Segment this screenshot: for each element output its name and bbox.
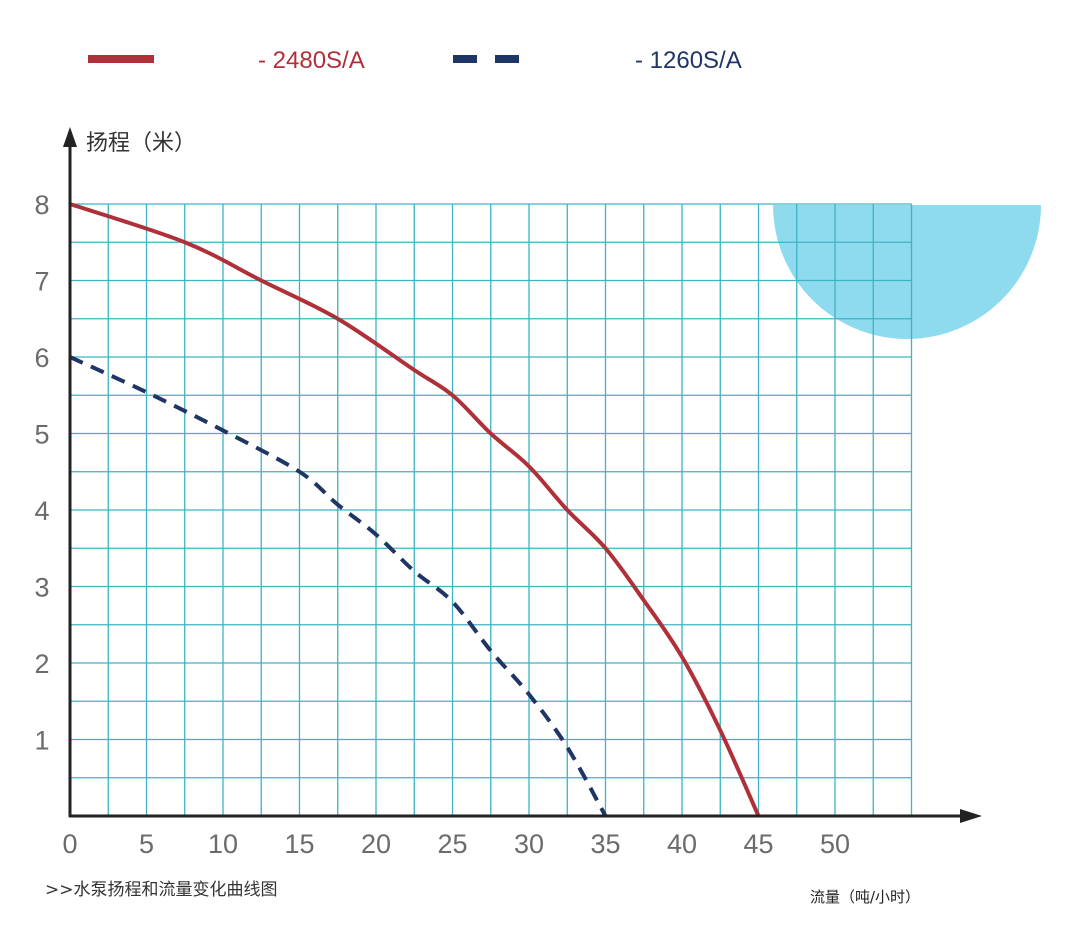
x-tick-label: 0 bbox=[62, 829, 77, 859]
y-tick-label: 1 bbox=[34, 726, 49, 756]
series-line-0 bbox=[69, 202, 761, 817]
y-tick-label: 7 bbox=[34, 267, 49, 297]
y-axis-label: 扬程（米） bbox=[86, 131, 196, 156]
legend: - 2480S/A - 1260S/A bbox=[88, 47, 742, 74]
x-tick-label: 5 bbox=[139, 829, 154, 859]
legend-label: - 1260S/A bbox=[635, 47, 742, 74]
x-tick-label: 35 bbox=[590, 829, 620, 859]
x-axis-label: 流量（吨/小时） bbox=[810, 888, 920, 906]
circle-mask bbox=[770, 60, 1070, 205]
y-tick-label: 3 bbox=[34, 573, 49, 603]
x-tick-label: 50 bbox=[820, 829, 850, 859]
y-tick-label: 5 bbox=[34, 420, 49, 450]
y-tick-label: 2 bbox=[34, 649, 49, 679]
series-group bbox=[69, 202, 761, 817]
y-tick-labels: 1 2 3 4 5 6 7 8 bbox=[34, 190, 49, 756]
x-tick-label: 40 bbox=[667, 829, 697, 859]
y-tick-label: 6 bbox=[34, 343, 49, 373]
x-tick-label: 30 bbox=[514, 829, 544, 859]
x-tick-label: 25 bbox=[437, 829, 467, 859]
y-tick-label: 8 bbox=[34, 190, 49, 220]
x-axis-arrow-icon bbox=[960, 809, 982, 823]
x-tick-label: 20 bbox=[361, 829, 391, 859]
series-line-1 bbox=[69, 355, 608, 817]
x-tick-labels: 0 5 10 15 20 25 30 35 40 45 50 bbox=[62, 829, 850, 859]
x-tick-label: 10 bbox=[208, 829, 238, 859]
y-axis-arrow-icon bbox=[63, 127, 77, 147]
x-tick-label: 45 bbox=[743, 829, 773, 859]
x-tick-label: 15 bbox=[284, 829, 314, 859]
grid bbox=[70, 203, 913, 816]
chart-caption: >>水泵扬程和流量变化曲线图 bbox=[45, 880, 278, 900]
legend-label: - 2480S/A bbox=[258, 47, 365, 74]
y-tick-label: 4 bbox=[34, 496, 49, 526]
